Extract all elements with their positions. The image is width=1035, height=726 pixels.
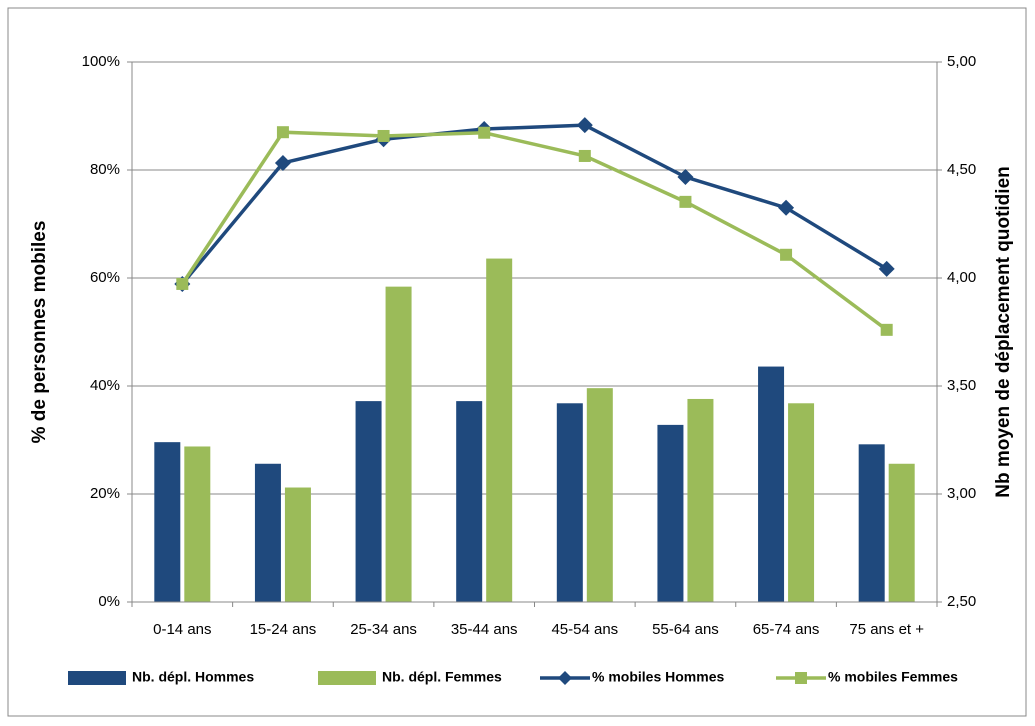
chart-frame: [7, 7, 1027, 717]
y2-axis-title: Nb moyen de déplacement quotidien: [993, 166, 1014, 498]
marker: [276, 126, 289, 139]
marker: [377, 129, 390, 142]
bar: [657, 424, 684, 602]
x-tick-label: 0-14 ans: [153, 621, 211, 638]
marker: [478, 126, 491, 139]
marker: [679, 195, 692, 208]
x-tick-label: 35-44 ans: [451, 621, 518, 638]
bar: [254, 463, 281, 602]
marker: [576, 117, 593, 134]
marker: [778, 199, 795, 216]
x-tick-label: 15-24 ans: [250, 621, 317, 638]
line: [180, 123, 888, 286]
x-tick-label: 75 ans et +: [849, 621, 924, 638]
legend-swatch: [318, 671, 376, 685]
y-tick-label: 0%: [98, 593, 120, 610]
y2-tick-label: 4,00: [947, 269, 976, 286]
y2-tick-label: 2,50: [947, 593, 976, 610]
marker: [274, 154, 291, 171]
legend-label: Nb. dépl. Femmes: [382, 669, 502, 685]
marker: [578, 149, 591, 162]
legend-label: % mobiles Femmes: [828, 669, 958, 685]
legend-label: % mobiles Hommes: [592, 669, 724, 685]
legend-label: Nb. dépl. Hommes: [132, 669, 254, 685]
bar: [758, 366, 785, 602]
marker: [176, 277, 189, 290]
legend-marker: [558, 671, 572, 685]
bar: [355, 401, 382, 602]
marker: [878, 260, 895, 277]
bar: [788, 403, 815, 602]
y-tick-label: 60%: [90, 269, 120, 286]
y-axis-title: % de personnes mobiles: [29, 221, 50, 444]
y-tick-label: 20%: [90, 485, 120, 502]
y-tick-label: 100%: [82, 53, 120, 70]
y-tick-label: 80%: [90, 161, 120, 178]
x-tick-label: 65-74 ans: [753, 621, 820, 638]
bar: [154, 442, 181, 602]
y2-tick-label: 3,00: [947, 485, 976, 502]
legend-swatch: [68, 671, 126, 685]
legend-marker: [795, 672, 807, 684]
marker: [880, 323, 893, 336]
line: [180, 130, 888, 332]
bar: [284, 487, 311, 602]
marker: [780, 248, 793, 261]
bar: [687, 398, 714, 602]
bar: [888, 463, 915, 602]
y-tick-label: 40%: [90, 377, 120, 394]
y2-tick-label: 5,00: [947, 53, 976, 70]
x-tick-label: 45-54 ans: [551, 621, 618, 638]
y2-tick-label: 3,50: [947, 377, 976, 394]
bar: [556, 403, 583, 602]
y2-tick-label: 4,50: [947, 161, 976, 178]
bar: [456, 401, 483, 602]
bar: [385, 286, 412, 602]
x-tick-label: 25-34 ans: [350, 621, 417, 638]
bar: [184, 446, 211, 602]
bar: [486, 258, 513, 602]
x-tick-label: 55-64 ans: [652, 621, 719, 638]
bar: [858, 444, 885, 602]
bar: [586, 388, 613, 602]
marker: [677, 169, 694, 186]
